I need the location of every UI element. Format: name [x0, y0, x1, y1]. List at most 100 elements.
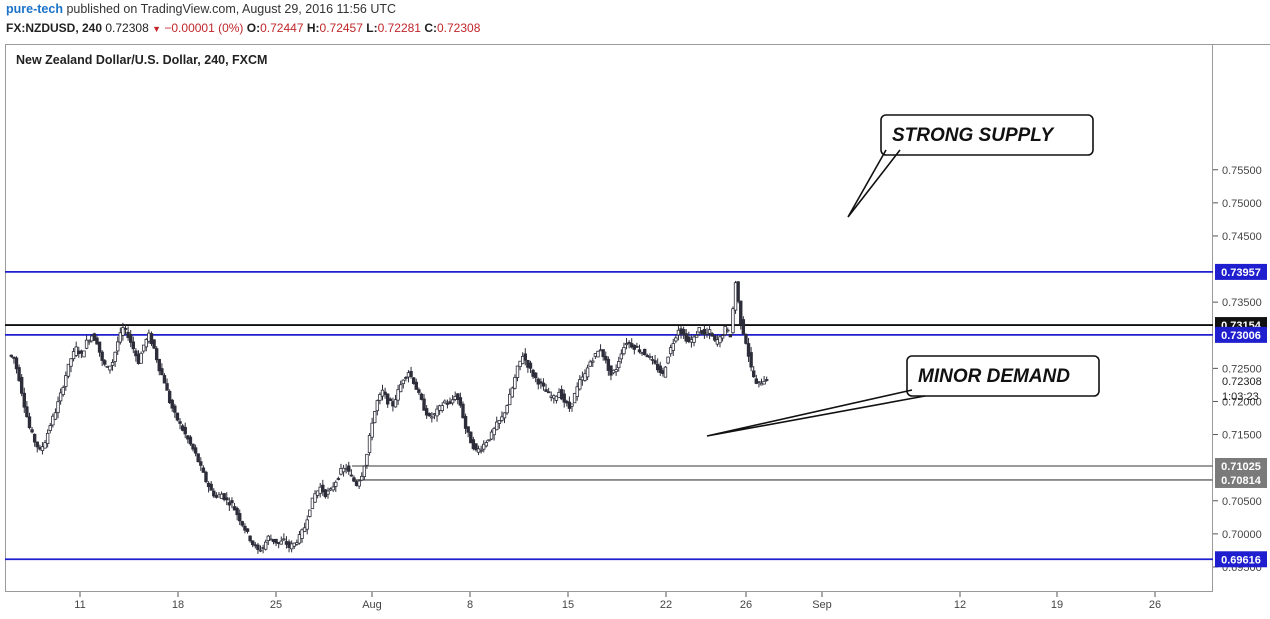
candle-body	[510, 387, 515, 398]
candle-body	[505, 405, 509, 414]
candle-body	[310, 497, 315, 509]
candle-body	[279, 540, 283, 545]
low-label: L:	[366, 21, 378, 35]
candle-body	[554, 395, 559, 401]
candle-body	[170, 399, 174, 409]
candle-body	[25, 406, 29, 418]
candle-body	[64, 375, 68, 387]
candle-body	[414, 381, 418, 390]
candle-body	[144, 338, 148, 348]
candle-body	[731, 308, 735, 334]
candle-body	[116, 341, 120, 352]
candle-body	[622, 347, 626, 355]
high-value: 0.72457	[319, 21, 363, 35]
author-link[interactable]: pure-tech	[6, 2, 63, 16]
last-price: 0.72308	[105, 21, 149, 35]
price-tag-label: 0.73006	[1221, 330, 1261, 342]
open-value: 0.72447	[260, 21, 304, 35]
x-tick-label: 19	[1051, 599, 1063, 611]
candle-body	[692, 336, 696, 343]
candle-body	[222, 493, 226, 500]
candle-body	[707, 329, 712, 334]
candle-body	[256, 544, 260, 550]
candle-body	[528, 362, 533, 369]
candle-body	[167, 390, 172, 404]
y-tick-label: 0.71500	[1222, 430, 1262, 442]
candle-body	[227, 502, 232, 506]
price-tag-gray	[1215, 471, 1267, 488]
candle-body	[469, 431, 473, 444]
candle-body	[191, 443, 195, 450]
candle-body	[230, 500, 234, 504]
candle-body	[212, 490, 216, 497]
y-tick-label: 0.72500	[1222, 363, 1262, 375]
candle-body	[17, 367, 21, 381]
y-tick-label: 0.75500	[1222, 165, 1262, 177]
x-tick-label: Aug	[362, 599, 382, 611]
candle-body	[149, 333, 154, 344]
candle-body	[474, 443, 478, 451]
price-tag-label: 0.69616	[1221, 554, 1261, 566]
candle-body	[681, 329, 686, 336]
candle-body	[35, 441, 39, 448]
candle-body	[84, 339, 89, 349]
candle-body	[533, 372, 538, 379]
candle-body	[500, 416, 504, 421]
candle-body	[235, 507, 239, 516]
x-tick-label: 22	[660, 599, 672, 611]
y-tick-label: 0.70500	[1222, 496, 1262, 508]
price-tag-blue	[1215, 551, 1267, 568]
countdown-label: 1:03:23	[1222, 391, 1259, 403]
candle-body	[739, 300, 743, 325]
y-tick-label: 0.75000	[1222, 198, 1262, 210]
candle-body	[274, 538, 278, 544]
candle-body	[141, 344, 146, 352]
candle-body	[718, 336, 722, 344]
candle-body	[375, 400, 380, 412]
candle-body	[585, 367, 590, 378]
low-value: 0.72281	[377, 21, 421, 35]
candle-body	[365, 453, 369, 466]
candle-body	[321, 484, 325, 493]
candle-body	[165, 383, 169, 391]
candle-body	[627, 341, 631, 344]
candle-body	[225, 497, 229, 501]
candle-body	[544, 389, 548, 392]
candle-body	[263, 541, 268, 550]
candle-body	[326, 490, 330, 495]
candle-body	[697, 326, 701, 333]
candle-body	[443, 400, 447, 404]
candle-body	[409, 370, 413, 377]
candle-body	[378, 394, 382, 401]
candle-body	[40, 446, 45, 451]
candle-body	[424, 408, 429, 416]
symbol-label: FX:NZDUSD, 240	[6, 21, 103, 35]
publish-header: pure-tech published on TradingView.com, …	[6, 2, 396, 16]
candle-body	[373, 411, 377, 424]
candle-body	[157, 358, 161, 372]
candle-body	[51, 415, 55, 426]
candle-body	[570, 403, 574, 407]
candle-body	[614, 369, 618, 373]
candle-body	[162, 375, 167, 384]
candle-body	[30, 429, 34, 433]
candle-body	[635, 345, 639, 348]
candle-body	[575, 386, 579, 397]
candle-body	[53, 412, 58, 420]
candle-body	[744, 333, 748, 344]
candle-body	[572, 393, 577, 404]
candle-body	[642, 348, 647, 356]
callout-strong-supply-text: STRONG SUPPLY	[892, 125, 1055, 146]
candle-body	[463, 416, 468, 429]
price-axis[interactable]	[1213, 44, 1270, 592]
candle-body	[243, 525, 247, 531]
candle-body	[19, 376, 24, 394]
candle-body	[188, 436, 193, 445]
candle-body	[466, 426, 470, 433]
price-change: −0.00001 (0%)	[164, 21, 244, 35]
candle-body	[546, 391, 551, 394]
x-tick-label: 26	[1149, 599, 1161, 611]
candle-body	[487, 439, 491, 442]
candle-body	[404, 376, 408, 379]
candle-body	[92, 333, 97, 341]
